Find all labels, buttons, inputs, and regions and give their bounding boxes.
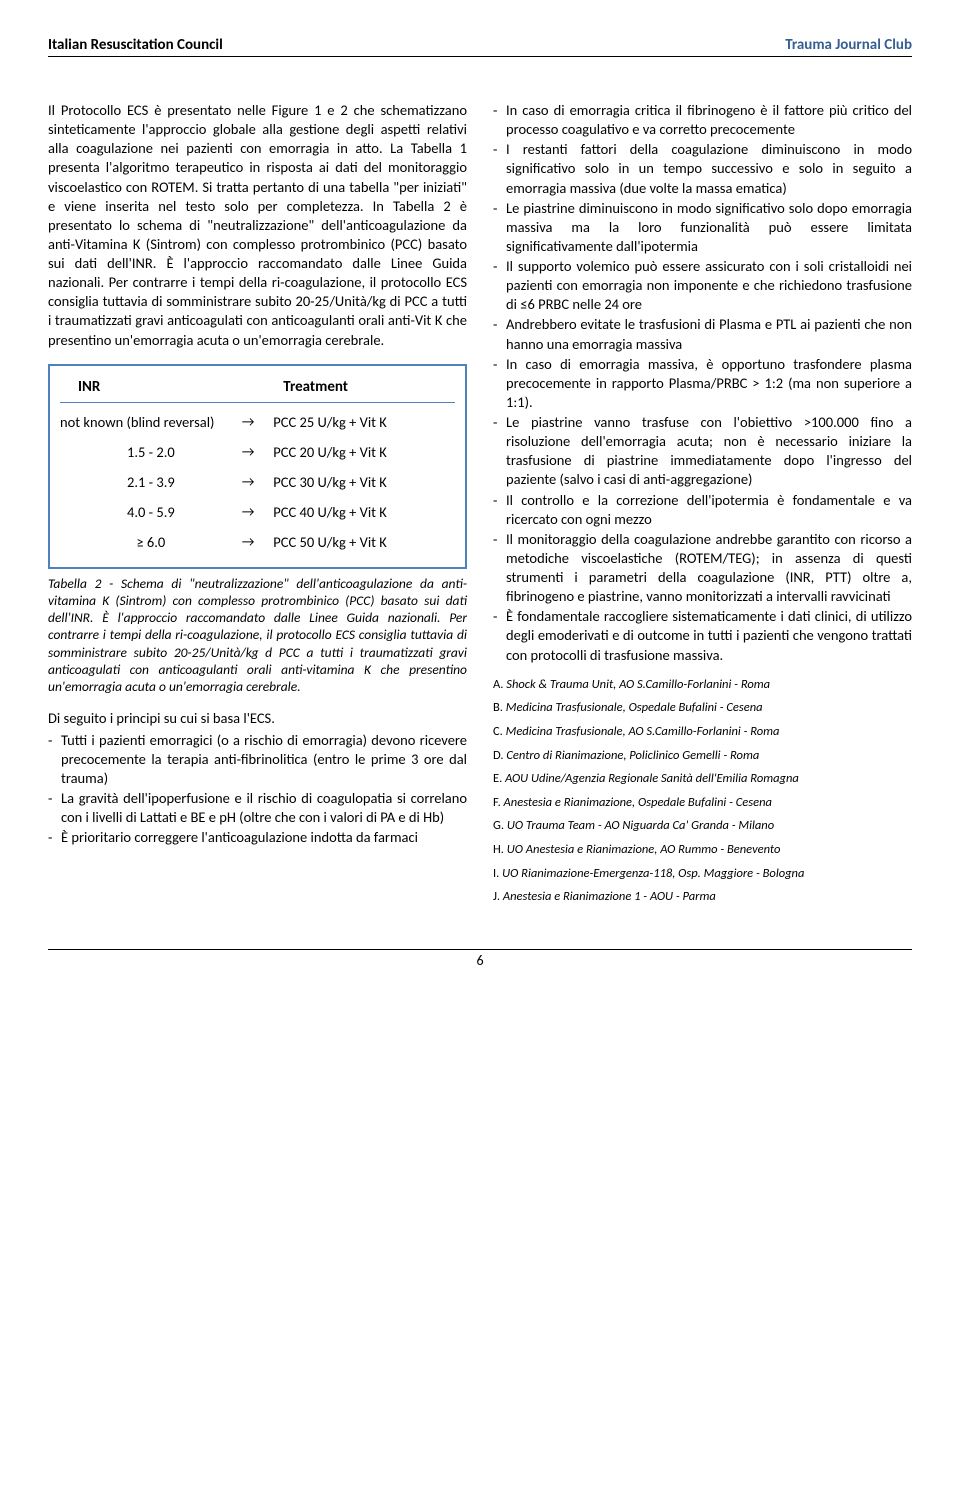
list-item: Le piastrine vanno trasfuse con l'obiett…: [493, 413, 912, 490]
cell-inr: 1.5 - 2.0: [60, 443, 242, 461]
affiliation-text: Medicina Trasfusionale, Ospedale Bufalin…: [503, 700, 763, 715]
arrow-icon: →: [242, 503, 274, 520]
affiliation-item: C. Medicina Trasfusionale, AO S.Camillo-…: [493, 724, 912, 740]
col-header-inr: INR: [60, 378, 242, 396]
list-item: La gravità dell'ipoperfusione e il risch…: [48, 789, 467, 827]
affiliation-text: Medicina Trasfusionale, AO S.Camillo-For…: [503, 724, 780, 739]
affiliation-item: B. Medicina Trasfusionale, Ospedale Bufa…: [493, 700, 912, 716]
header-right: Trauma Journal Club: [785, 36, 912, 54]
affiliation-label: H.: [493, 842, 504, 857]
list-item: Tutti i pazienti emorragici (o a rischio…: [48, 731, 467, 788]
affiliation-text: UO Trauma Team - AO Niguarda Ca' Granda …: [504, 818, 774, 833]
list-item: In caso di emorragia critica il fibrinog…: [493, 101, 912, 139]
affiliation-item: E. AOU Udine/Agenzia Regionale Sanità de…: [493, 771, 912, 787]
list-item: In caso di emorragia massiva, è opportun…: [493, 355, 912, 412]
page-header: Italian Resuscitation Council Trauma Jou…: [48, 36, 912, 57]
affiliation-label: G.: [493, 818, 504, 833]
inr-treatment-table: INR Treatment not known (blind reversal)…: [48, 364, 467, 569]
affiliation-text: UO Rianimazione-Emergenza-118, Osp. Magg…: [499, 866, 804, 881]
cell-treatment: PCC 25 U/kg + Vit K: [273, 413, 455, 431]
affiliation-label: D.: [493, 748, 504, 763]
list-item: I restanti fattori della coagulazione di…: [493, 140, 912, 197]
arrow-icon: →: [242, 533, 274, 550]
cell-treatment: PCC 50 U/kg + Vit K: [273, 533, 455, 551]
affiliation-item: H. UO Anestesia e Rianimazione, AO Rummo…: [493, 842, 912, 858]
cell-inr: 2.1 - 3.9: [60, 473, 242, 491]
cell-inr: ≥ 6.0: [60, 533, 242, 551]
table-row: 2.1 - 3.9→PCC 30 U/kg + Vit K: [60, 467, 455, 497]
affiliation-label: A.: [493, 677, 503, 692]
principles-lead: Di seguito i principi su cui si basa l'E…: [48, 709, 467, 728]
table-row: 4.0 - 5.9→PCC 40 U/kg + Vit K: [60, 497, 455, 527]
list-item: È fondamentale raccogliere sistematicame…: [493, 607, 912, 664]
right-bullet-list: In caso di emorragia critica il fibrinog…: [493, 101, 912, 665]
affiliation-text: AOU Udine/Agenzia Regionale Sanità dell'…: [502, 771, 799, 786]
col-header-treatment: Treatment: [273, 378, 455, 396]
affiliations-list: A. Shock & Trauma Unit, AO S.Camillo-For…: [493, 677, 912, 905]
cell-inr: not known (blind reversal): [60, 413, 242, 431]
header-left: Italian Resuscitation Council: [48, 36, 223, 54]
left-column: Il Protocollo ECS è presentato nelle Fig…: [48, 101, 467, 913]
cell-inr: 4.0 - 5.9: [60, 503, 242, 521]
list-item: È prioritario correggere l'anticoagulazi…: [48, 828, 467, 847]
cell-treatment: PCC 30 U/kg + Vit K: [273, 473, 455, 491]
table-header-row: INR Treatment: [60, 372, 455, 403]
right-column: In caso di emorragia critica il fibrinog…: [493, 101, 912, 913]
table-row: not known (blind reversal)→PCC 25 U/kg +…: [60, 407, 455, 437]
affiliation-label: F.: [493, 795, 501, 810]
affiliation-item: F. Anestesia e Rianimazione, Ospedale Bu…: [493, 795, 912, 811]
table-caption: Tabella 2 - Schema di "neutralizzazione"…: [48, 575, 467, 696]
table-row: 1.5 - 2.0→PCC 20 U/kg + Vit K: [60, 437, 455, 467]
paragraph-1: Il Protocollo ECS è presentato nelle Fig…: [48, 101, 467, 350]
cell-treatment: PCC 40 U/kg + Vit K: [273, 503, 455, 521]
cell-treatment: PCC 20 U/kg + Vit K: [273, 443, 455, 461]
affiliation-label: C.: [493, 724, 503, 739]
affiliation-item: G. UO Trauma Team - AO Niguarda Ca' Gran…: [493, 818, 912, 834]
affiliation-item: J. Anestesia e Rianimazione 1 - AOU - Pa…: [493, 889, 912, 905]
arrow-icon: →: [242, 413, 274, 430]
affiliation-label: E.: [493, 771, 502, 786]
page: Italian Resuscitation Council Trauma Jou…: [0, 0, 960, 999]
list-item: Le piastrine diminuiscono in modo signif…: [493, 199, 912, 256]
list-item: Il monitoraggio della coagulazione andre…: [493, 530, 912, 607]
table-row: ≥ 6.0→PCC 50 U/kg + Vit K: [60, 527, 455, 557]
arrow-icon: →: [242, 443, 274, 460]
list-item: Andrebbero evitate le trasfusioni di Pla…: [493, 315, 912, 353]
table-body: not known (blind reversal)→PCC 25 U/kg +…: [60, 407, 455, 557]
affiliation-text: UO Anestesia e Rianimazione, AO Rummo - …: [504, 842, 780, 857]
affiliation-text: Anestesia e Rianimazione, Ospedale Bufal…: [501, 795, 772, 810]
affiliation-item: D. Centro di Rianimazione, Policlinico G…: [493, 748, 912, 764]
affiliation-text: Centro di Rianimazione, Policlinico Geme…: [504, 748, 760, 763]
page-footer: 6: [48, 949, 912, 969]
list-item: Il controllo e la correzione dell'ipoter…: [493, 491, 912, 529]
affiliation-label: B.: [493, 700, 503, 715]
left-bullet-list: Tutti i pazienti emorragici (o a rischio…: [48, 731, 467, 848]
two-column-layout: Il Protocollo ECS è presentato nelle Fig…: [48, 101, 912, 913]
arrow-icon: →: [242, 473, 274, 490]
page-number: 6: [476, 952, 483, 969]
affiliation-item: A. Shock & Trauma Unit, AO S.Camillo-For…: [493, 677, 912, 693]
list-item: Il supporto volemico può essere assicura…: [493, 257, 912, 314]
affiliation-text: Anestesia e Rianimazione 1 - AOU - Parma: [500, 889, 716, 904]
affiliation-item: I. UO Rianimazione-Emergenza-118, Osp. M…: [493, 866, 912, 882]
affiliation-text: Shock & Trauma Unit, AO S.Camillo-Forlan…: [503, 677, 770, 692]
affiliation-label: J.: [493, 889, 500, 904]
